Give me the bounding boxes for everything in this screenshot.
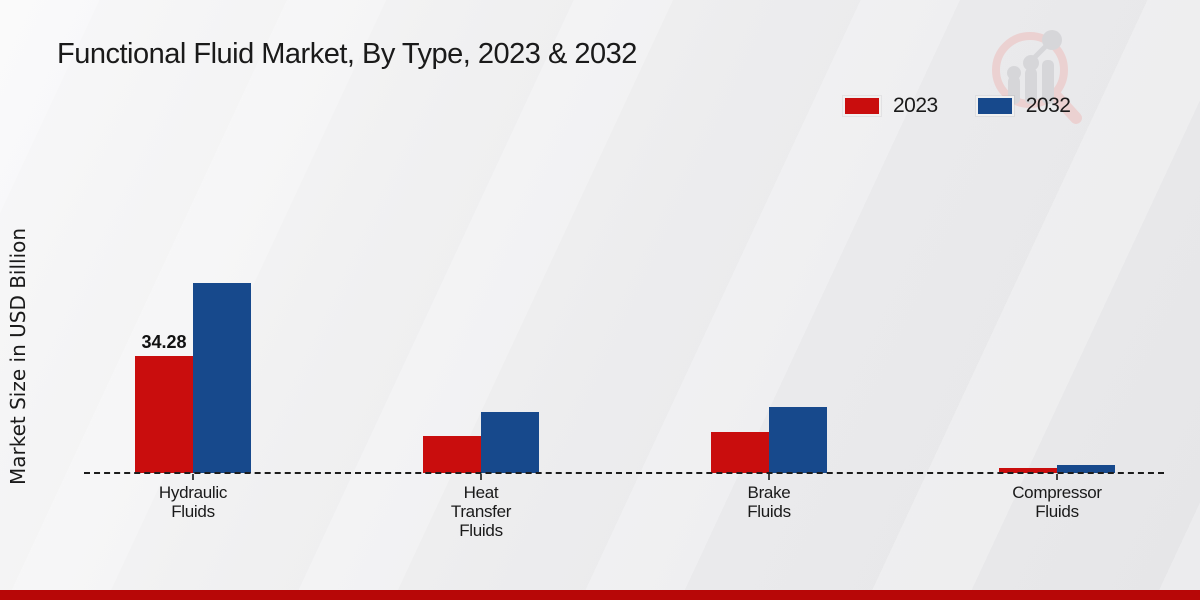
bar-2023-compressor-fluids [999, 468, 1057, 473]
data-label-2023-hydraulic-fluids: 34.28 [141, 332, 187, 352]
legend-label-2032: 2032 [1025, 94, 1071, 117]
chart-title: Functional Fluid Market, By Type, 2023 &… [57, 38, 637, 70]
legend-swatch-2023 [843, 96, 881, 116]
category-label-compressor-fluids: Compressor Fluids [1012, 483, 1102, 521]
legend-item-2032: 2032 [975, 94, 1071, 118]
bar-2032-brake-fluids [769, 407, 827, 473]
bar-2032-heat-transfer-fluids [481, 412, 539, 473]
legend-item-2023: 2023 [843, 94, 938, 118]
category-label-hydraulic-fluids: Hydraulic Fluids [158, 483, 228, 521]
bar-2023-hydraulic-fluids [135, 356, 193, 473]
y-axis-label: Market Size in USD Billion [6, 227, 30, 485]
bar-2032-compressor-fluids [1057, 465, 1115, 473]
footer-accent-strip [0, 590, 1200, 600]
legend: 2023 2032 [843, 94, 1071, 118]
legend-label-2023: 2023 [893, 94, 938, 117]
x-axis-tick-hydraulic-fluids [192, 474, 194, 480]
x-axis-tick-compressor-fluids [1056, 474, 1058, 480]
bar-2023-brake-fluids [711, 432, 769, 473]
x-axis-tick-brake-fluids [768, 474, 770, 480]
category-label-brake-fluids: Brake Fluids [747, 483, 791, 521]
bar-2023-heat-transfer-fluids [423, 436, 481, 473]
x-axis-baseline [84, 472, 1164, 474]
category-label-heat-transfer-fluids: Heat Transfer Fluids [450, 483, 512, 540]
bar-2032-hydraulic-fluids [193, 283, 251, 473]
x-axis-tick-heat-transfer-fluids [480, 474, 482, 480]
legend-swatch-2032 [975, 96, 1014, 116]
